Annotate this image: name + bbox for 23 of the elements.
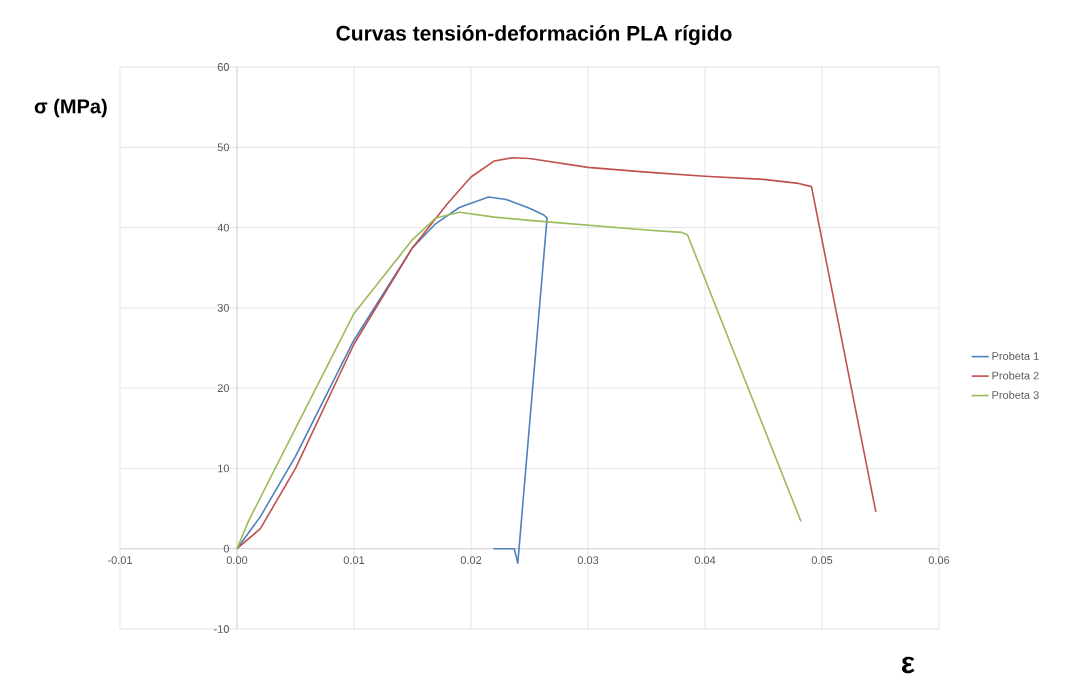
x-axis-title: ε xyxy=(901,656,915,674)
chart-title: Curvas tensión-deformación PLA rígido xyxy=(336,25,732,45)
x-tick-label: 0.04 xyxy=(694,556,716,565)
y-tick-label: 10 xyxy=(218,464,230,473)
x-tick-label: 0.01 xyxy=(343,556,365,565)
line-series xyxy=(236,156,877,550)
x-tick-label: 0.06 xyxy=(928,556,950,565)
y-tick-label: 30 xyxy=(217,303,230,312)
legend-label: Probeta 1 xyxy=(992,351,1039,360)
y-tick-label: 20 xyxy=(217,384,230,393)
y-tick-label: 0 xyxy=(223,544,230,553)
y-tick-label: -10 xyxy=(214,625,230,633)
x-tick-label: 0.03 xyxy=(577,556,599,565)
legend-label: Probeta 3 xyxy=(992,390,1039,399)
legend-label: Probeta 2 xyxy=(992,371,1039,380)
x-tick-label: 0.02 xyxy=(460,556,482,565)
x-tick-label: -0.01 xyxy=(107,556,132,565)
y-tick-label: 40 xyxy=(217,223,230,232)
y-tick-label: 60 xyxy=(217,63,230,71)
x-tick-label: 0.00 xyxy=(226,556,248,565)
y-tick-label: 50 xyxy=(217,143,230,152)
x-tick-label: 0.05 xyxy=(811,556,833,565)
y-axis-title: σ (MPa) xyxy=(34,98,107,118)
